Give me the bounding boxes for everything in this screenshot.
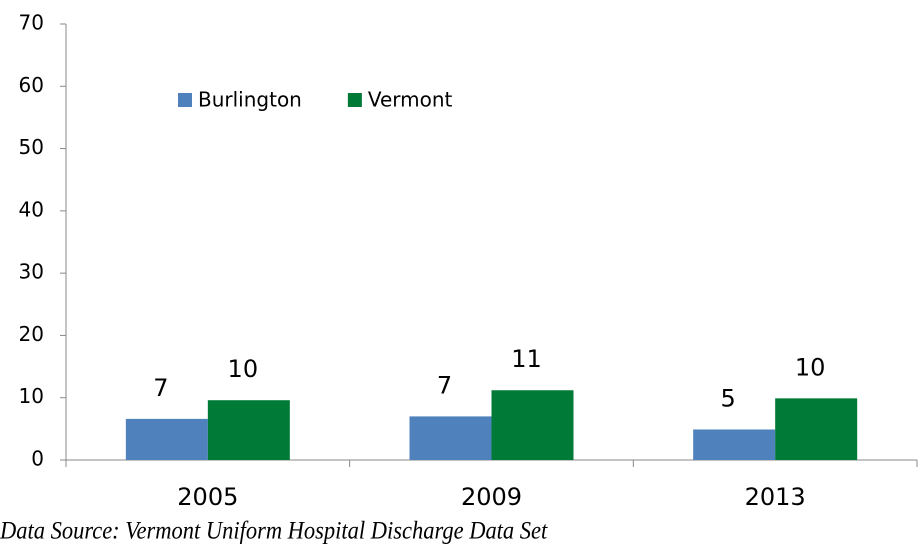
y-tick-label: 30 <box>19 260 44 284</box>
bar <box>693 429 776 460</box>
y-tick-label: 0 <box>31 447 44 471</box>
y-tick-label: 40 <box>19 197 44 221</box>
x-tick-label: 2009 <box>461 483 522 511</box>
value-label: 11 <box>511 345 542 373</box>
value-label: 10 <box>795 353 826 381</box>
bar <box>125 418 208 460</box>
legend-swatch <box>347 93 362 107</box>
value-label: 7 <box>437 371 452 399</box>
y-tick-label: 60 <box>19 73 44 97</box>
bar <box>491 390 574 460</box>
legend-label: Vermont <box>368 88 453 112</box>
x-tick-label: 2013 <box>745 483 806 511</box>
bar <box>775 398 858 460</box>
legend-swatch <box>178 93 192 107</box>
x-tick-label: 2005 <box>177 483 238 511</box>
value-label: 10 <box>228 355 259 383</box>
bar <box>207 400 290 460</box>
source-note: Data Source: Vermont Uniform Hospital Di… <box>0 518 549 545</box>
value-label: 7 <box>153 374 168 402</box>
value-label: 5 <box>721 384 736 412</box>
y-tick-label: 10 <box>19 384 44 408</box>
legend-label: Burlington <box>198 88 302 112</box>
y-tick-label: 70 <box>19 11 44 35</box>
bar <box>409 416 492 460</box>
y-tick-label: 20 <box>19 322 44 346</box>
y-tick-label: 50 <box>19 135 44 159</box>
